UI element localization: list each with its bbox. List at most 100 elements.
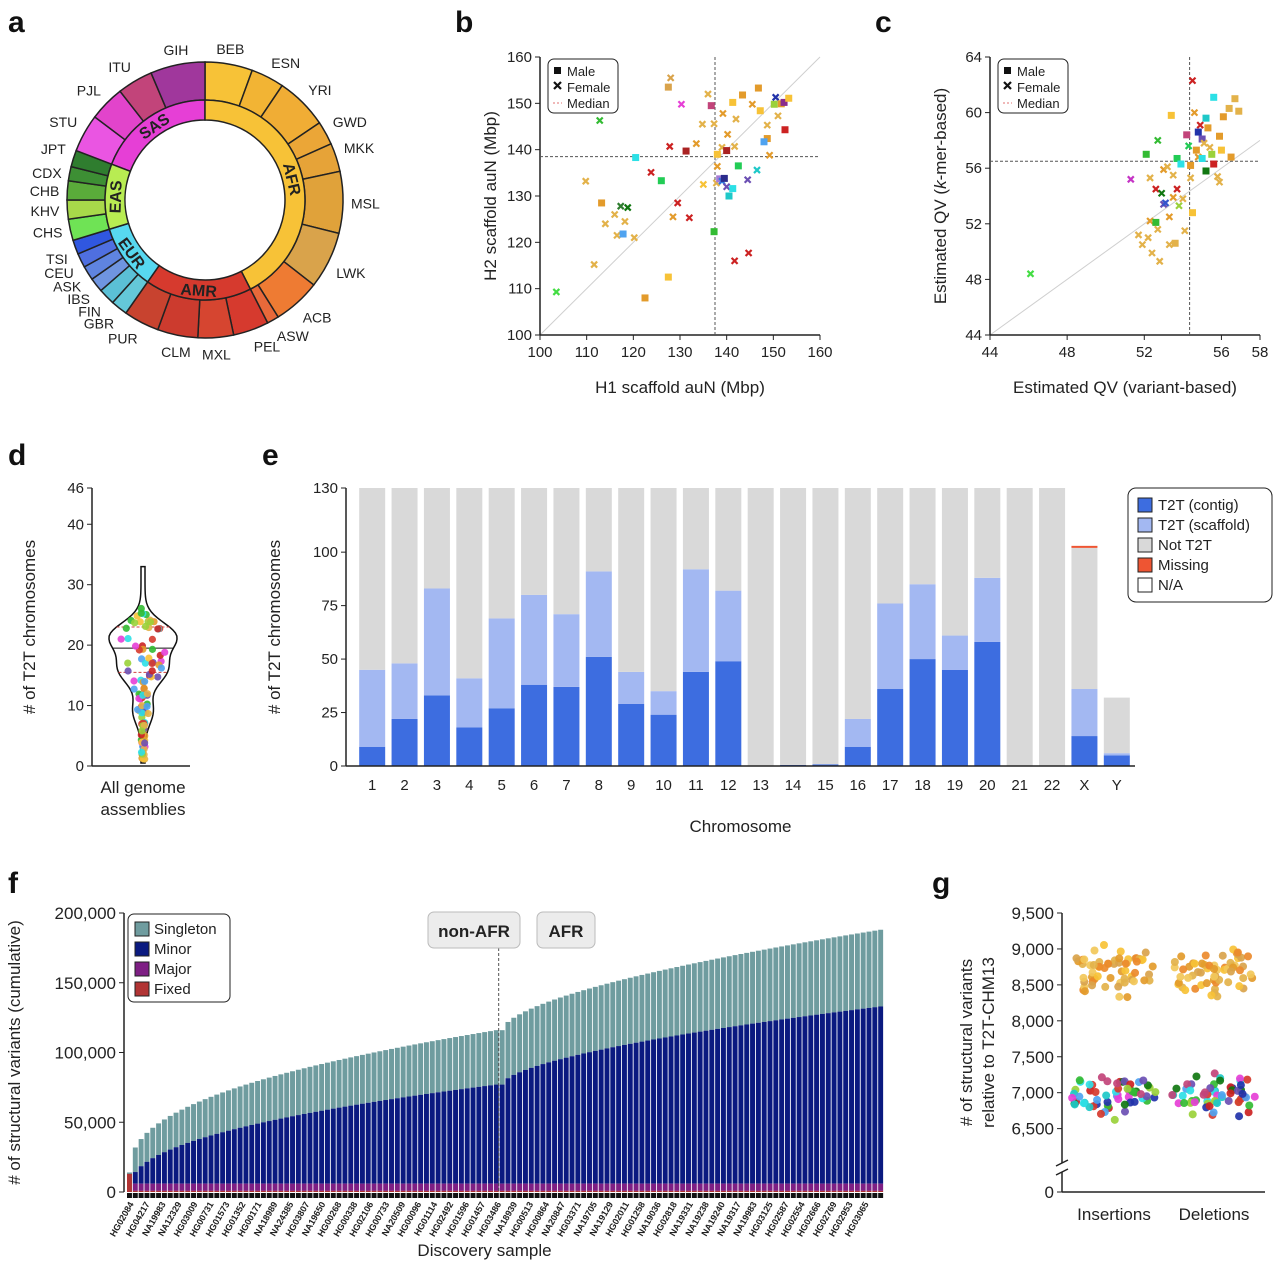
sv-dot [1236,1081,1245,1090]
bar-fixed [854,1190,860,1192]
female-point [1146,174,1154,182]
bar-major [528,1183,534,1191]
bar-minor [633,1042,639,1184]
bar-major [540,1183,546,1191]
female-point [1200,139,1208,147]
bar-minor [447,1090,453,1184]
bar-minor [202,1137,208,1184]
bar-major [674,1183,680,1191]
x-tick [132,1193,138,1198]
panel-letter-d: d [8,439,26,472]
male-point [781,126,789,134]
sv-dot [1210,1069,1219,1078]
sv-dot [1244,952,1253,961]
x-tick [482,1193,488,1198]
bar-minor [825,1013,831,1184]
x-tick [505,1193,511,1198]
bar-singleton [173,1112,179,1148]
male-point [1142,150,1150,158]
bar-segment-not-t2t [391,488,418,664]
x-tick [441,1193,447,1198]
x-tick-label: 1 [368,777,376,794]
bar-minor [470,1087,476,1184]
bar-fixed [359,1190,365,1192]
female-point [647,168,655,177]
bar-major [598,1183,604,1191]
bar-singleton [423,1042,429,1094]
x-tick-label: 120 [621,344,646,361]
y-axis-label: # of structural variants (cumulative) [5,920,24,1185]
male-point [619,230,627,238]
male-point [710,228,718,236]
bar-minor [802,1016,808,1184]
x-tick [552,1193,558,1198]
bar-singleton [365,1053,371,1103]
bar-minor [755,1022,761,1184]
sv-dot [1141,948,1150,957]
sv-dot [1075,1092,1084,1101]
bar-minor [295,1115,301,1184]
x-tick [319,1193,325,1198]
bar-singleton [505,1021,511,1079]
ring-outer-label: ITU [108,59,131,75]
bar-major [208,1183,214,1191]
y-tick-label: 150 [507,95,532,112]
bar-major [750,1183,756,1191]
male-point [725,192,733,200]
x-tick-label: 21 [1011,777,1028,794]
bar-singleton [715,958,721,1029]
sv-dot [1080,987,1089,996]
female-point [623,203,632,212]
bar-segment-t2t-scaffold- [359,669,386,747]
sv-dot [1120,978,1129,987]
bar-minor [324,1109,330,1184]
bar-fixed [220,1190,226,1192]
bar-segment-not-t2t [1006,488,1033,766]
bar-segment-n-a [1103,488,1130,698]
y-axis-label-line1: # of structural variants [957,959,976,1126]
x-tick [563,1193,569,1198]
panel-letter-g: g [932,867,950,900]
sv-dot [1090,946,1099,955]
bar-singleton [377,1051,383,1101]
y-tick-label: 150,000 [55,974,116,993]
x-axis-label-line2: assemblies [100,800,185,819]
bar-major [808,1183,814,1191]
bar-fixed [453,1190,459,1192]
female-point [1154,225,1162,234]
bar-singleton [790,944,796,1018]
bar-major [575,1183,581,1191]
bar-fixed [202,1190,208,1192]
bar-segment-not-t2t [456,488,483,679]
bar-major [662,1183,668,1191]
bar-singleton [517,1014,523,1073]
bar-segment-t2t-scaffold- [585,571,612,657]
bar-singleton [587,988,592,1053]
bar-singleton [237,1086,243,1128]
bar-singleton [686,964,691,1034]
y-tick-label-zero: 0 [1045,1183,1054,1202]
sample-dot [140,684,148,692]
bar-minor [365,1102,371,1184]
bar-major [412,1183,418,1191]
legend-label: Median [567,96,610,111]
x-tick [866,1193,872,1198]
legend-swatch [134,941,150,957]
panel-letter-c: c [875,6,892,39]
bar-minor [272,1119,278,1184]
bar-fixed [441,1190,447,1192]
sv-dot [1190,959,1199,968]
legend-male-marker [1004,67,1011,74]
y-tick-label: 52 [965,216,982,233]
bar-singleton [138,1139,144,1167]
bar-major [546,1183,552,1191]
bar-fixed [662,1190,668,1192]
x-tick [400,1193,406,1198]
bar-major [522,1183,528,1191]
female-point [1155,257,1164,266]
bar-fixed [342,1190,348,1192]
bar-minor [429,1093,435,1184]
legend-male-marker [554,67,561,74]
sample-dot [154,673,162,681]
bar-singleton [354,1056,360,1105]
